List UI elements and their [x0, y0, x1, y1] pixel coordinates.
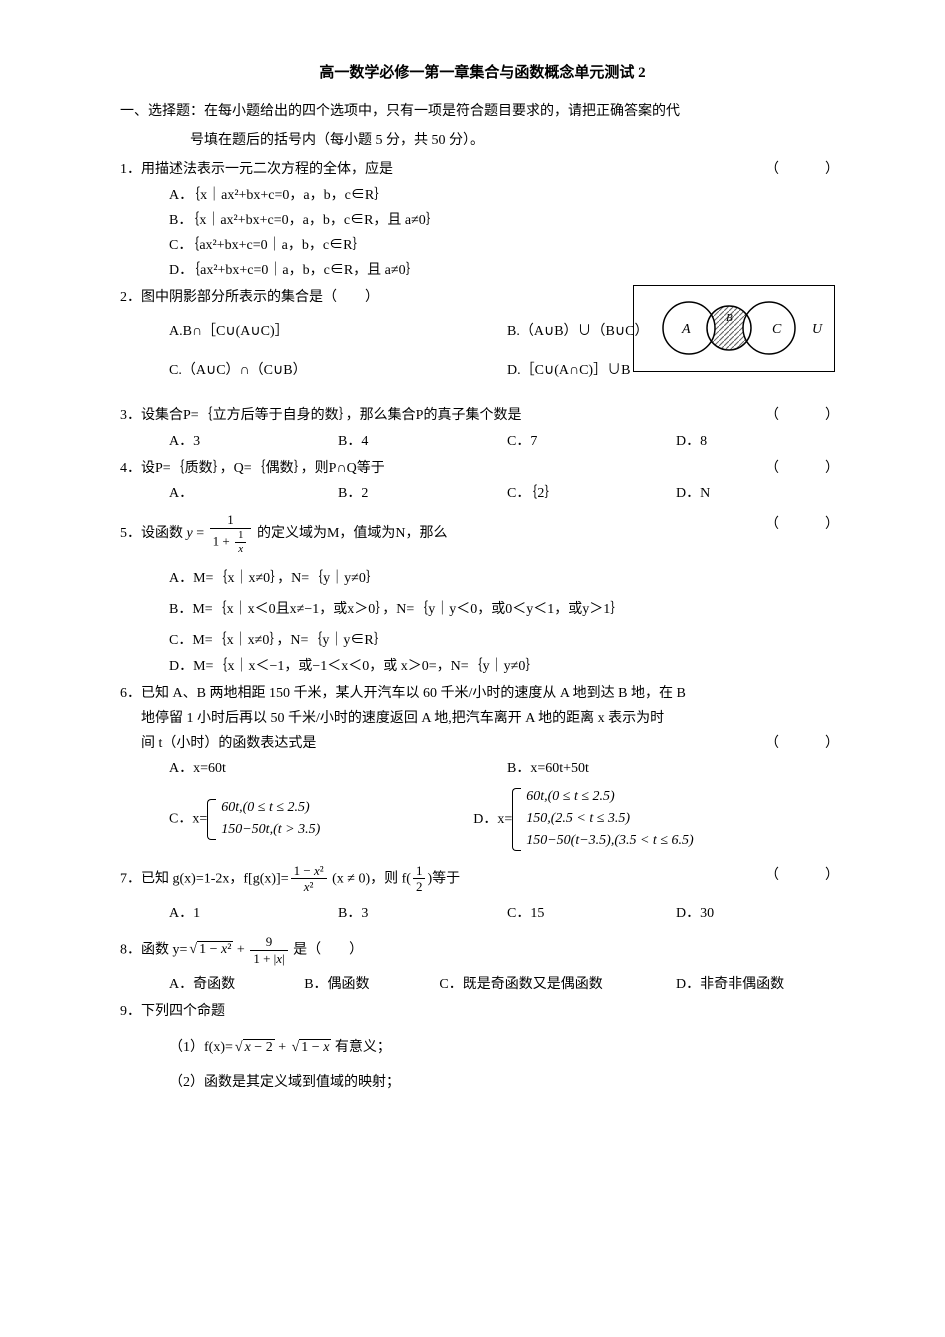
q7-opt-b: B．3	[338, 901, 507, 926]
question-4: 4．设P=｛质数｝，Q=｛偶数｝，则P∩Q等于 （ ） A． B．2 C．｛2｝…	[120, 456, 845, 506]
q7-prefix: 7．已知 g(x)=1-2x，f[g(x)]=	[120, 871, 289, 886]
q9-sub-1: （1）f(x)=x − 2 + 1 − x 有意义；	[120, 1035, 845, 1060]
q2-opt-a: A.B∩［C∪(A∪C)］	[169, 319, 507, 344]
q8-suffix: 是（ ）	[290, 942, 364, 957]
page-title: 高一数学必修一第一章集合与函数概念单元测试 2	[120, 60, 845, 87]
answer-blank: （ ）	[765, 863, 845, 888]
question-6: 6．已知 A、B 两地相距 150 千米，某人开汽车以 60 千米/小时的速度从…	[120, 681, 845, 853]
q5-stem-prefix: 5．设函数	[120, 526, 187, 541]
q8-opt-d: D．非奇非偶函数	[676, 972, 845, 997]
answer-blank: （ ）	[765, 157, 845, 182]
question-3: 3．设集合P=｛立方后等于自身的数｝，那么集合P的真子集个数是 （ ） A．3 …	[120, 403, 845, 453]
q7-opt-d: D．30	[676, 901, 845, 926]
question-2: 2．图中阴影部分所表示的集合是（ ） A.B∩［C∪(A∪C)］ B.（A∪B）…	[120, 285, 845, 395]
q1-stem: 1．用描述法表示一元二次方程的全体，应是	[120, 162, 393, 177]
q1-opt-a: A．｛x｜ax²+bx+c=0，a，b，c∈R｝	[120, 183, 845, 208]
question-7: 7．已知 g(x)=1-2x，f[g(x)]=1 − x²x² (x ≠ 0)，…	[120, 863, 845, 926]
answer-blank: （ ）	[765, 512, 845, 537]
q6-line-3: 间 t（小时）的函数表达式是	[141, 736, 316, 751]
q9-sub-2: （2）函数是其定义域到值域的映射；	[120, 1070, 845, 1095]
q5-opt-a: A．M=｛x｜x≠0｝，N=｛y｜y≠0｝	[120, 566, 845, 591]
question-5: 5．设函数 y = 1 1 + 1x 的定义域为M，值域为N，那么 （ ） A．…	[120, 512, 845, 679]
q8-prefix: 8．函数 y=	[120, 942, 187, 957]
question-9: 9．下列四个命题 （1）f(x)=x − 2 + 1 − x 有意义； （2）函…	[120, 999, 845, 1095]
q5-opt-c: C．M=｛x｜x≠0｝，N=｛y｜y∈R｝	[120, 628, 845, 653]
venn-label-u: U	[812, 322, 823, 337]
q1-opt-b: B．｛x｜ax²+bx+c=0，a，b，c∈R，且 a≠0｝	[120, 208, 845, 233]
q7-mid: (x ≠ 0)，则 f(	[329, 871, 411, 886]
q6-opt-d: D．x= 60t,(0 ≤ t ≤ 2.5) 150,(2.5 < t ≤ 3.…	[473, 786, 845, 853]
q1-opt-c: C．｛ax²+bx+c=0｜a，b，c∈R｝	[120, 233, 845, 258]
instruction-line-1: 一、选择题：在每小题给出的四个选项中，只有一项是符合题目要求的，请把正确答案的代	[120, 99, 845, 124]
q6-opt-b: B．x=60t+50t	[507, 756, 845, 781]
q1-opt-d: D．｛ax²+bx+c=0｜a，b，c∈R，且 a≠0｝	[120, 258, 845, 283]
q6-line-2: 地停留 1 小时后再以 50 千米/小时的速度返回 A 地,把汽车离开 A 地的…	[120, 706, 845, 731]
q5-stem-mid: 的定义域为M，值域为N，那么	[257, 526, 448, 541]
q7-suffix: )等于	[427, 871, 460, 886]
q2-opt-c: C.（A∪C）∩（C∪B）	[169, 358, 507, 383]
question-1: 1．用描述法表示一元二次方程的全体，应是 （ ） A．｛x｜ax²+bx+c=0…	[120, 157, 845, 283]
q4-opt-b: B．2	[338, 481, 507, 506]
q7-opt-c: C．15	[507, 901, 676, 926]
q4-opt-a: A．	[169, 481, 338, 506]
q8-sqrt: 1 − x²	[187, 937, 233, 962]
answer-blank: （ ）	[765, 403, 845, 428]
q8-opt-c: C．既是奇函数又是偶函数	[439, 972, 676, 997]
q3-opt-a: A．3	[169, 429, 338, 454]
q9-stem: 9．下列四个命题	[120, 999, 845, 1024]
q3-opt-b: B．4	[338, 429, 507, 454]
venn-diagram: A B C U	[633, 285, 835, 372]
q5-opt-d: D．M=｛x｜x＜−1，或−1＜x＜0，或 x＞0=，N=｛y｜y≠0｝	[120, 654, 845, 679]
q7-frac-1: 1 − x²x²	[291, 863, 327, 895]
q6-line-1: 6．已知 A、B 两地相距 150 千米，某人开汽车以 60 千米/小时的速度从…	[120, 681, 845, 706]
q6-opt-a: A．x=60t	[169, 756, 507, 781]
q4-opt-c: C．｛2｝	[507, 481, 676, 506]
q8-frac: 91 + |x|	[250, 934, 287, 966]
question-8: 8．函数 y=1 − x² + 91 + |x| 是（ ） A．奇函数 B．偶函…	[120, 934, 845, 997]
q7-opt-a: A．1	[169, 901, 338, 926]
q5-fraction: 1 1 + 1x	[210, 512, 252, 556]
q4-stem: 4．设P=｛质数｝，Q=｛偶数｝，则P∩Q等于	[120, 461, 385, 476]
q8-mid: +	[233, 942, 248, 957]
venn-label-b: B	[726, 312, 733, 324]
q3-opt-d: D．8	[676, 429, 845, 454]
q4-opt-d: D．N	[676, 481, 845, 506]
q8-opt-b: B．偶函数	[304, 972, 439, 997]
q6-opt-c: C．x= 60t,(0 ≤ t ≤ 2.5) 150−50t,(t > 3.5)	[169, 797, 473, 842]
q5-opt-b: B．M=｛x｜x＜0且x≠−1，或x＞0｝，N=｛y｜y＜0，或0＜y＜1，或y…	[120, 597, 845, 622]
q7-frac-2: 12	[413, 863, 426, 895]
venn-label-c: C	[772, 322, 782, 337]
answer-blank: （ ）	[765, 456, 845, 481]
q8-opt-a: A．奇函数	[169, 972, 304, 997]
answer-blank: （ ）	[765, 731, 845, 756]
q3-opt-c: C．7	[507, 429, 676, 454]
venn-label-a: A	[681, 322, 691, 337]
instruction-line-2: 号填在题后的括号内（每小题 5 分，共 50 分）。	[120, 128, 845, 153]
q3-stem: 3．设集合P=｛立方后等于自身的数｝，那么集合P的真子集个数是	[120, 408, 521, 423]
